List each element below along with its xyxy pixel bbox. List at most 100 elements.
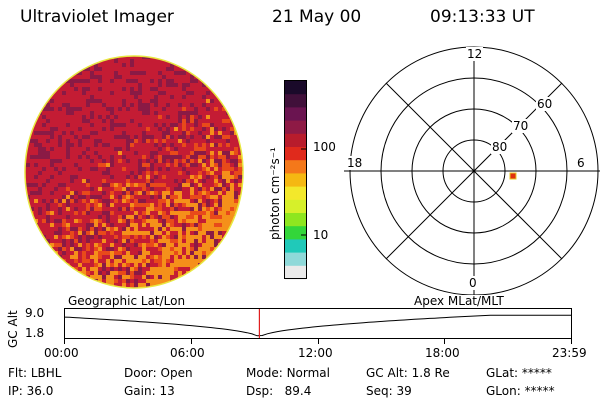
uv-pixel (26, 59, 30, 63)
uv-pixel (246, 251, 250, 255)
uv-pixel (114, 115, 118, 119)
uv-pixel (186, 115, 190, 119)
uv-pixel (86, 239, 90, 243)
colorbar-tick-10: 10 (313, 228, 329, 242)
seq-field: Seq: 39 (366, 384, 412, 398)
uv-pixel (242, 119, 243, 123)
uv-pixel (138, 99, 142, 103)
uv-pixel (166, 187, 170, 191)
uv-pixel (214, 163, 218, 167)
uv-pixel (222, 267, 226, 271)
uv-pixel (230, 263, 234, 267)
uv-pixel (182, 283, 186, 287)
uv-pixel (46, 283, 50, 287)
uv-pixel (198, 247, 202, 251)
uv-pixel (194, 279, 198, 283)
uv-pixel (178, 115, 182, 119)
uv-pixel (226, 199, 230, 203)
uv-pixel (246, 259, 250, 263)
uv-pixel (186, 155, 190, 159)
uv-pixel (230, 187, 234, 191)
uv-pixel (46, 179, 50, 183)
uv-pixel (154, 99, 158, 103)
uv-pixel (126, 175, 130, 179)
uv-pixel (146, 183, 150, 187)
uv-pixel (134, 267, 138, 271)
uv-pixel (38, 71, 42, 75)
uv-pixel (234, 203, 238, 207)
uv-pixel (206, 235, 210, 239)
uv-pixel (202, 163, 206, 167)
uv-pixel (150, 79, 154, 83)
uv-pixel (210, 223, 214, 227)
uv-pixel (86, 207, 90, 211)
uv-pixel (194, 123, 198, 127)
uv-pixel (62, 283, 66, 287)
uv-pixel (210, 155, 214, 159)
uv-pixel (50, 283, 54, 287)
uv-pixel (118, 187, 122, 191)
uv-pixel (214, 271, 218, 275)
dsp-field: Dsp: 89.4 (246, 384, 311, 398)
uv-pixel (54, 159, 58, 163)
uv-pixel (158, 115, 162, 119)
uv-pixel (158, 267, 162, 271)
uv-pixel (46, 63, 50, 67)
uv-pixel (242, 271, 243, 275)
uv-pixel (174, 255, 178, 259)
uv-pixel (186, 275, 190, 279)
uv-pixel (154, 287, 158, 288)
uv-pixel (214, 219, 218, 223)
uv-pixel (214, 223, 218, 227)
uv-pixel (202, 83, 206, 87)
uv-pixel (74, 247, 78, 251)
uv-pixel (238, 259, 242, 263)
uv-pixel (26, 163, 30, 167)
uv-pixel (98, 283, 102, 287)
uv-pixel (122, 99, 126, 103)
uv-pixel (222, 99, 226, 103)
uv-pixel (190, 287, 194, 288)
uv-pixel (38, 171, 42, 175)
uv-pixel (90, 71, 94, 75)
uv-pixel (134, 279, 138, 283)
uv-pixel (218, 143, 222, 147)
uv-pixel (226, 175, 230, 179)
uv-pixel (26, 239, 30, 243)
uv-pixel (158, 155, 162, 159)
uv-pixel (94, 203, 98, 207)
uv-pixel (130, 143, 134, 147)
uv-pixel (130, 215, 134, 219)
uv-pixel (206, 139, 210, 143)
uv-pixel (134, 259, 138, 263)
uv-pixel (242, 251, 243, 255)
uv-pixel (38, 187, 42, 191)
uv-pixel (222, 243, 226, 247)
uv-pixel (122, 187, 126, 191)
uv-pixel (86, 231, 90, 235)
uv-pixel (222, 195, 226, 199)
uv-pixel (38, 59, 42, 63)
uv-pixel (38, 275, 42, 279)
uv-pixel (58, 171, 62, 175)
uv-pixel (162, 191, 166, 195)
gcalt-label: GC Alt: (366, 366, 408, 380)
uv-pixel (222, 119, 226, 123)
uv-pixel (158, 159, 162, 163)
uv-pixel (162, 211, 166, 215)
uv-pixel (26, 207, 30, 211)
uv-pixel (186, 163, 190, 167)
uv-pixel (198, 287, 202, 288)
uv-pixel (126, 159, 130, 163)
uv-pixel (142, 71, 146, 75)
uv-pixel (178, 139, 182, 143)
uv-pixel (82, 91, 86, 95)
uv-pixel (202, 127, 206, 131)
uv-pixel (226, 235, 230, 239)
uv-pixel (50, 243, 54, 247)
uv-pixel (90, 283, 94, 287)
uv-pixel (46, 131, 50, 135)
uv-pixel (162, 143, 166, 147)
uv-pixel (46, 239, 50, 243)
uv-pixel (78, 107, 82, 111)
